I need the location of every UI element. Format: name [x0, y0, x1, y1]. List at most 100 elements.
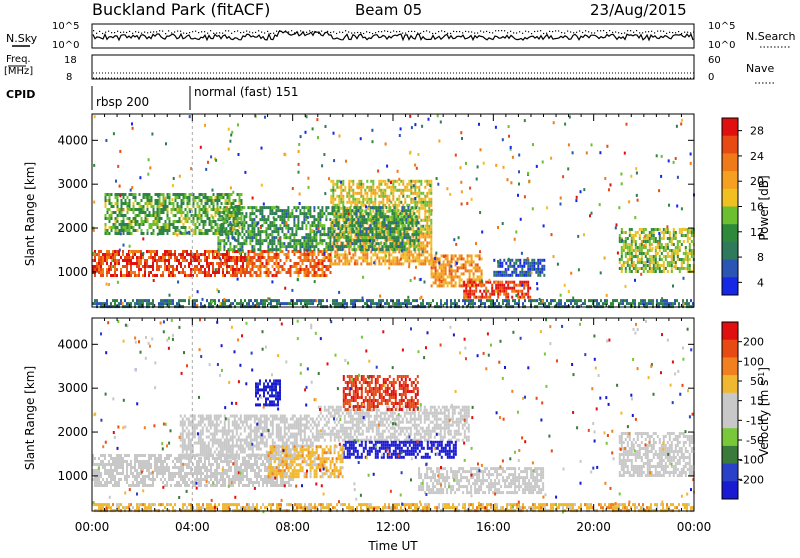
- noise-search-point: [381, 31, 382, 32]
- noise-search-point: [390, 32, 391, 33]
- noise-search-point: [456, 31, 457, 32]
- noise-search-point: [546, 33, 547, 34]
- noise-search-point: [132, 33, 133, 34]
- noise-search-point: [366, 31, 367, 32]
- noise-search-point: [141, 33, 142, 34]
- noise-search-point: [261, 32, 262, 33]
- noise-search-point: [144, 32, 145, 33]
- noise-search-point: [171, 32, 172, 33]
- noise-search-point: [291, 30, 292, 31]
- noise-search-point: [267, 31, 268, 32]
- noise-search-point: [612, 32, 613, 33]
- noise-search-point: [180, 31, 181, 32]
- noise-search-point: [210, 30, 211, 31]
- noise-search-point: [372, 33, 373, 34]
- noise-search-point: [378, 31, 379, 32]
- noise-search-point: [537, 31, 538, 32]
- noise-search-point: [111, 32, 112, 33]
- noise-search-point: [315, 32, 316, 33]
- noise-search-point: [609, 30, 610, 31]
- noise-search-point: [117, 31, 118, 32]
- noise-search-point: [447, 33, 448, 34]
- noise-search-point: [225, 30, 226, 31]
- beam-label: Beam 05: [355, 1, 422, 19]
- noise-search-point: [465, 31, 466, 32]
- noise-search-point: [255, 32, 256, 33]
- noise-search-point: [441, 30, 442, 31]
- noise-search-point: [375, 32, 376, 33]
- noise-search-point: [312, 31, 313, 32]
- power-colorbar-segment: [722, 277, 738, 295]
- time-tick-label-2: 08:00: [275, 520, 310, 534]
- noise-search-point: [471, 31, 472, 32]
- noise-search-point: [474, 33, 475, 34]
- noise-sky-trace: [93, 31, 693, 40]
- noise-search-point: [513, 32, 514, 33]
- noise-search-point: [483, 32, 484, 33]
- noise-search-point: [237, 30, 238, 31]
- noise-search-point: [555, 30, 556, 31]
- velocity-region-3: [343, 441, 457, 459]
- noise-search-point: [624, 32, 625, 33]
- noise-search-point: [522, 33, 523, 34]
- noise-search-point: [549, 31, 550, 32]
- noise-search-point: [411, 31, 412, 32]
- noise-search-point: [420, 33, 421, 34]
- power-colorbar-segment: [722, 189, 738, 207]
- noise-search-point: [429, 31, 430, 32]
- noise-search-point: [459, 31, 460, 32]
- noise-search-point: [570, 31, 571, 32]
- noise-search-point: [168, 30, 169, 31]
- nave-label: Nave: [746, 62, 774, 75]
- power-colorbar-segment: [722, 118, 738, 136]
- noise-search-point: [657, 31, 658, 32]
- noise-search-point: [636, 30, 637, 31]
- noise-traces: [93, 30, 694, 40]
- noise-search-point: [159, 30, 160, 31]
- noise-search-point: [270, 33, 271, 34]
- noise-search-point: [654, 32, 655, 33]
- noise-search-point: [99, 31, 100, 32]
- noise-search-point: [249, 31, 250, 32]
- noise-search-point: [438, 31, 439, 32]
- velocity-colorbar-segment: [722, 411, 738, 429]
- noise-search-point: [498, 30, 499, 31]
- noise-search-point: [480, 31, 481, 32]
- noise-search-point: [393, 30, 394, 31]
- date-label: 23/Aug/2015: [590, 1, 687, 19]
- velocity-colorbar-segment: [722, 375, 738, 393]
- noise-search-point: [306, 32, 307, 33]
- velocity-ytick-label-3: 4000: [57, 337, 88, 351]
- noise-search-point: [489, 32, 490, 33]
- velocity-colorbar-segment: [722, 428, 738, 446]
- velocity-ytick-label-2: 3000: [57, 381, 88, 395]
- noise-search-point: [606, 32, 607, 33]
- noise-search-point: [630, 30, 631, 31]
- noise-search-point: [663, 31, 664, 32]
- noise-search-point: [339, 32, 340, 33]
- noise-search-point: [135, 31, 136, 32]
- noise-search-point: [273, 33, 274, 34]
- noise-search-point: [681, 33, 682, 34]
- noise-search-point: [198, 32, 199, 33]
- velocity-colorbar-tick-label-7: -200: [739, 473, 764, 486]
- power-colorbar-segment: [722, 224, 738, 242]
- velocity-colorbar-segment: [722, 340, 738, 358]
- noise-search-point: [213, 33, 214, 34]
- noise-search-point: [123, 32, 124, 33]
- noise-search-point: [147, 32, 148, 33]
- power-colorbar-tick-label-0: 4: [757, 276, 764, 289]
- noise-search-point: [633, 32, 634, 33]
- noise-search-point: [585, 30, 586, 31]
- noise-search-point: [126, 32, 127, 33]
- power-region-8: [105, 193, 243, 235]
- noise-search-point: [321, 31, 322, 32]
- plot-title: Buckland Park (fitACF): [92, 0, 270, 19]
- noise-search-point: [129, 31, 130, 32]
- noise-search-point: [495, 30, 496, 31]
- power-colorbar-tick-label-5: 24: [750, 150, 764, 163]
- noise-search-point: [672, 32, 673, 33]
